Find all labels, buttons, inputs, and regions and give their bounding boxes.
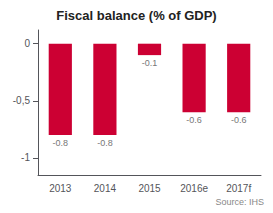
svg-text:Fiscal balance (% of GDP): Fiscal balance (% of GDP) — [56, 8, 216, 23]
svg-text:-0.8: -0.8 — [53, 138, 69, 148]
svg-text:-0.6: -0.6 — [186, 115, 202, 125]
svg-text:-1: -1 — [21, 152, 30, 163]
svg-text:2017f: 2017f — [226, 183, 251, 194]
svg-text:2015: 2015 — [138, 183, 161, 194]
svg-text:Source: IHS: Source: IHS — [215, 197, 264, 207]
svg-text:2014: 2014 — [94, 183, 117, 194]
svg-text:-0.1: -0.1 — [142, 58, 158, 68]
svg-text:2016e: 2016e — [180, 183, 208, 194]
svg-text:-0.8: -0.8 — [97, 138, 113, 148]
svg-text:-0.6: -0.6 — [231, 115, 247, 125]
svg-text:2013: 2013 — [49, 183, 72, 194]
svg-text:-0,5: -0,5 — [13, 95, 31, 106]
svg-text:0: 0 — [24, 38, 30, 49]
